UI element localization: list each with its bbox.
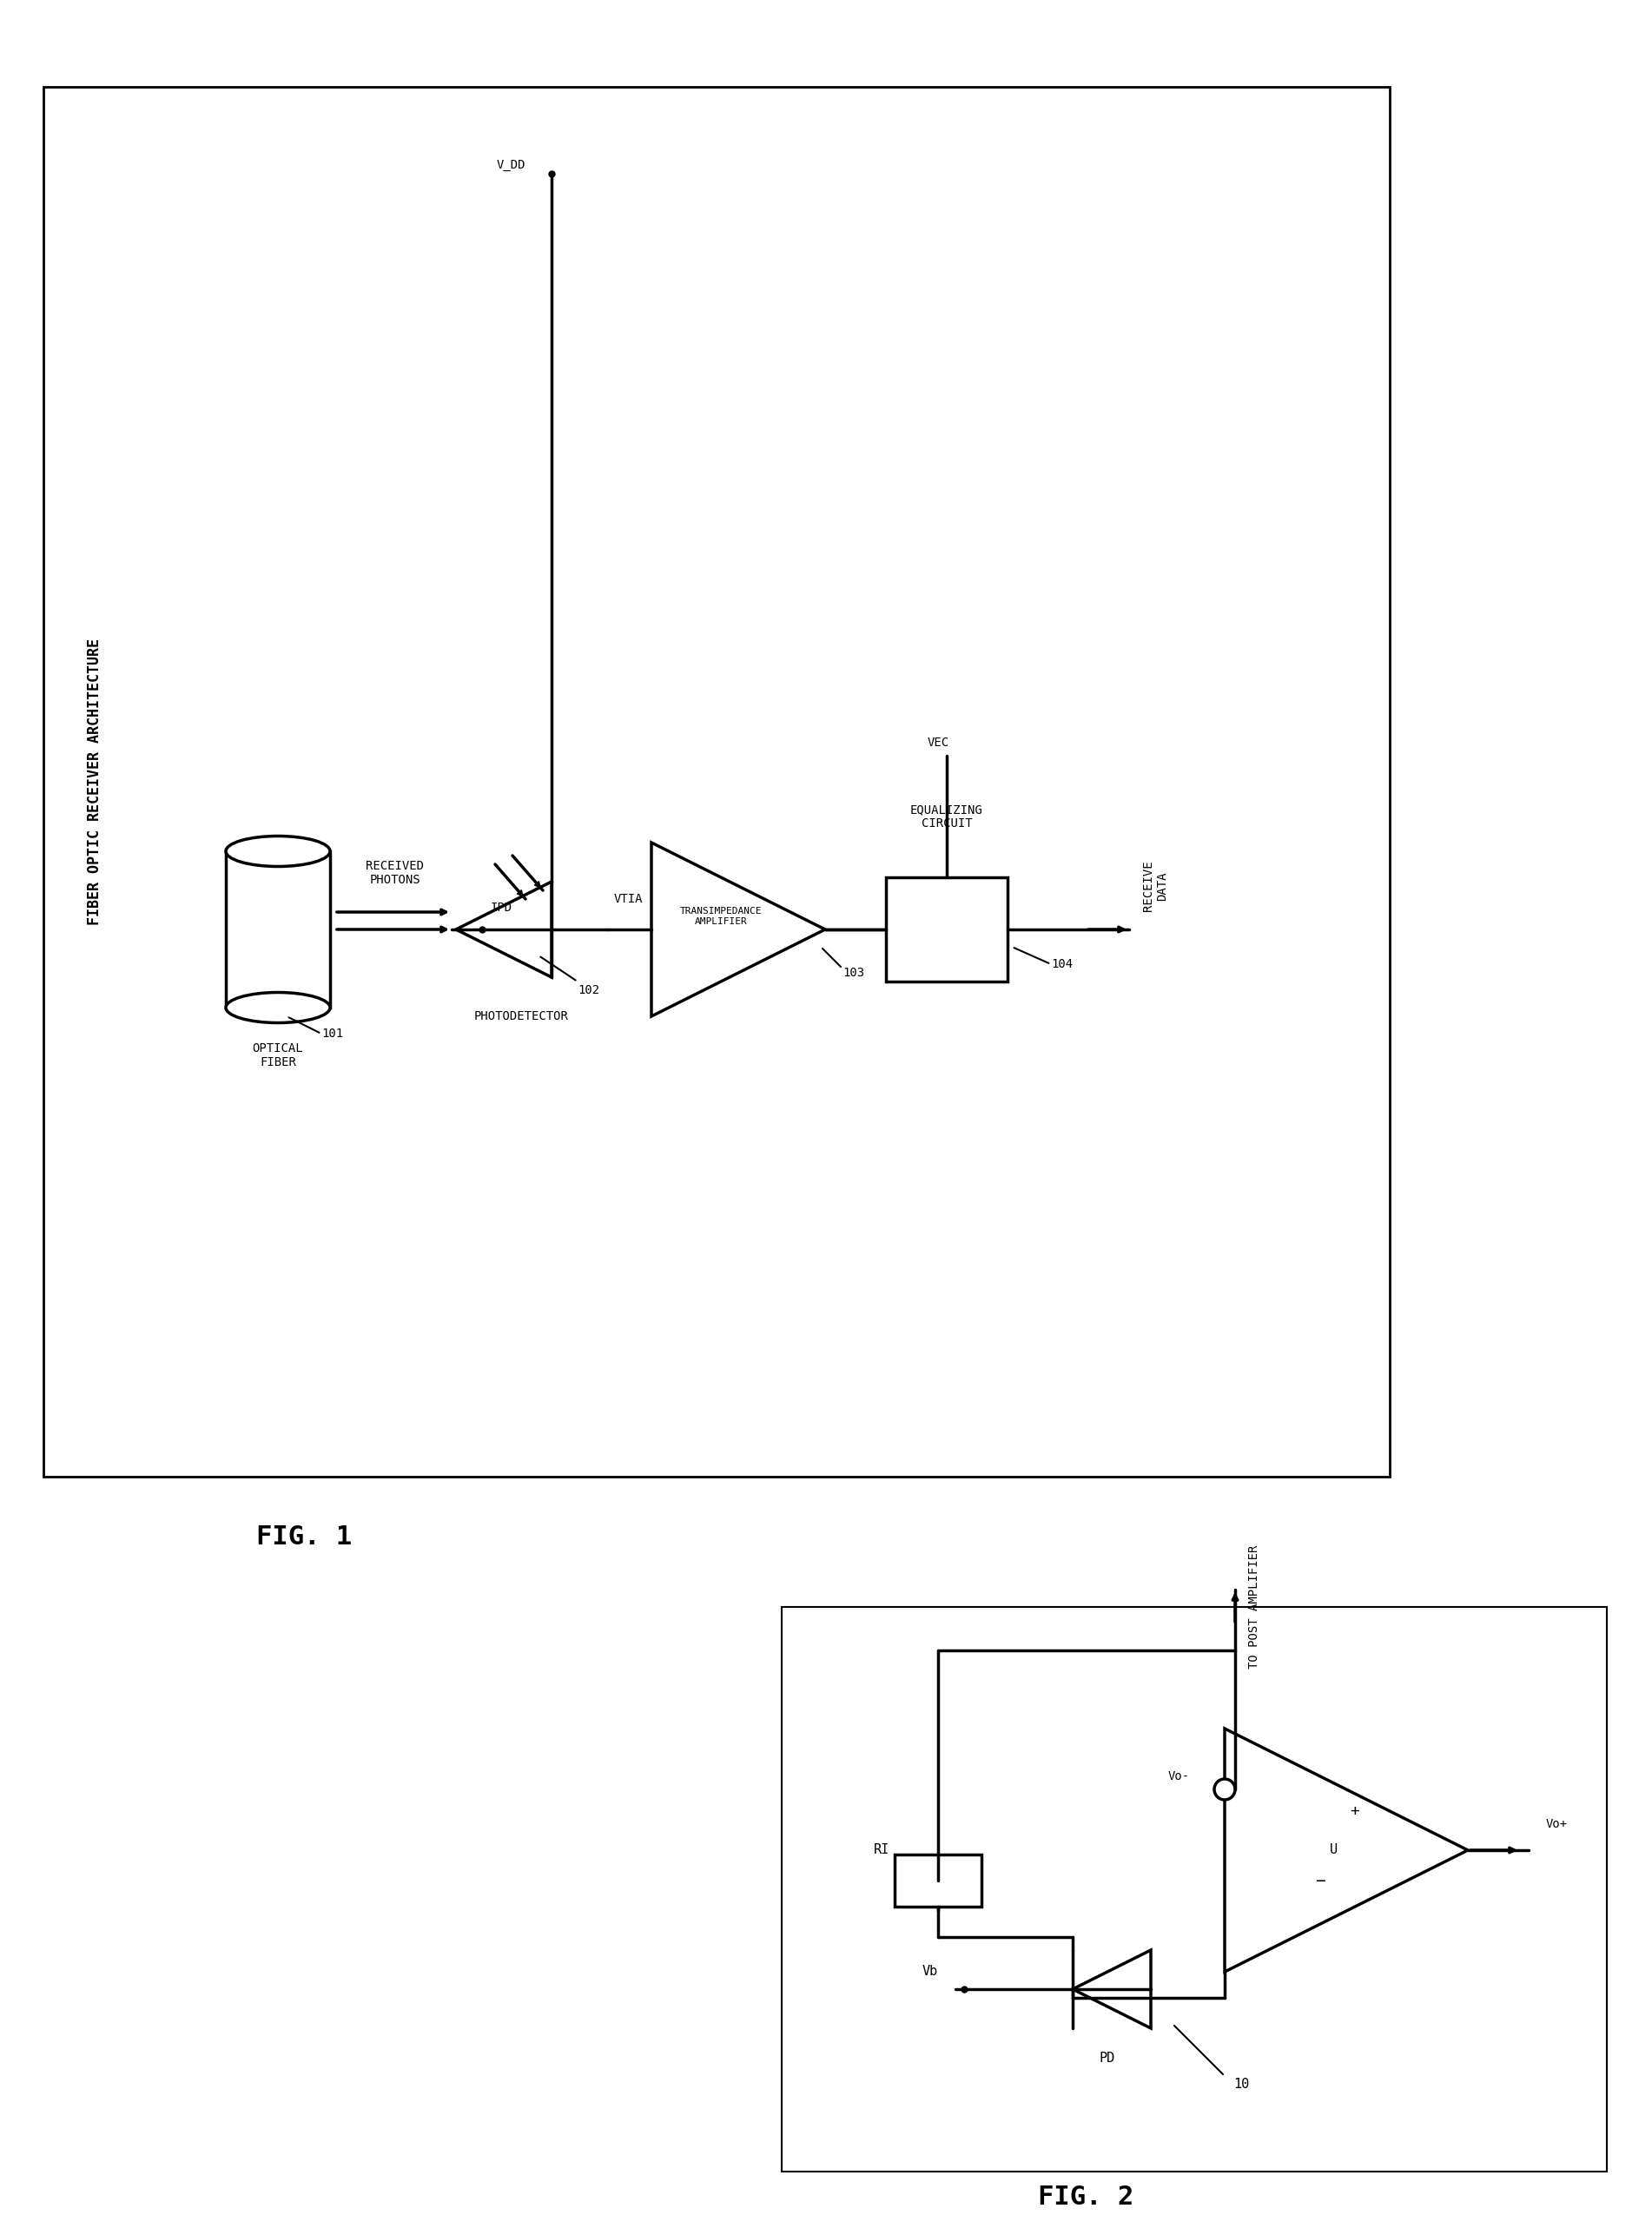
Text: EQUALIZING
CIRCUIT: EQUALIZING CIRCUIT: [910, 804, 983, 831]
Polygon shape: [1072, 1949, 1151, 2029]
Text: PHOTODETECTOR: PHOTODETECTOR: [474, 1010, 568, 1023]
Bar: [781, 1606, 1607, 2171]
Text: 103: 103: [843, 966, 864, 979]
Text: +: +: [1350, 1803, 1360, 1819]
Text: 104: 104: [1051, 959, 1072, 970]
Text: PD: PD: [1100, 2051, 1115, 2064]
Text: OPTICAL
FIBER: OPTICAL FIBER: [253, 1043, 304, 1068]
Text: RECEIVED
PHOTONS: RECEIVED PHOTONS: [367, 859, 425, 886]
Text: FIG. 2: FIG. 2: [1037, 2184, 1133, 2211]
Text: U: U: [1330, 1843, 1336, 1856]
Text: RECEIVE
DATA: RECEIVE DATA: [1142, 862, 1168, 910]
Text: 10: 10: [1234, 2078, 1249, 2091]
Text: FIBER OPTIC RECEIVER ARCHITECTURE: FIBER OPTIC RECEIVER ARCHITECTURE: [88, 638, 102, 926]
Polygon shape: [651, 842, 824, 1017]
Circle shape: [1214, 1779, 1236, 1801]
Text: Vo-: Vo-: [1168, 1770, 1189, 1783]
Text: −: −: [1315, 1872, 1325, 1889]
Ellipse shape: [226, 835, 330, 866]
Polygon shape: [1224, 1728, 1469, 1971]
Bar: [895, 1854, 981, 1907]
Text: V_DD: V_DD: [496, 159, 525, 171]
Bar: [226, 851, 330, 1008]
Bar: [885, 877, 1008, 981]
Text: VEC: VEC: [927, 738, 948, 749]
Text: TRANSIMPEDANCE
AMPLIFIER: TRANSIMPEDANCE AMPLIFIER: [681, 906, 762, 926]
Text: RI: RI: [874, 1843, 889, 1856]
Text: Vo+: Vo+: [1546, 1819, 1568, 1830]
Text: VTIA: VTIA: [613, 893, 643, 906]
Polygon shape: [456, 882, 552, 977]
Text: TO POST AMPLIFIER: TO POST AMPLIFIER: [1249, 1546, 1260, 1668]
Ellipse shape: [226, 992, 330, 1023]
Text: 101: 101: [322, 1028, 344, 1039]
Bar: [43, 86, 1389, 1477]
Text: FIG. 1: FIG. 1: [256, 1524, 352, 1550]
Text: IPD: IPD: [491, 902, 512, 915]
Text: Vb: Vb: [922, 1965, 938, 1978]
Text: 102: 102: [578, 983, 600, 997]
